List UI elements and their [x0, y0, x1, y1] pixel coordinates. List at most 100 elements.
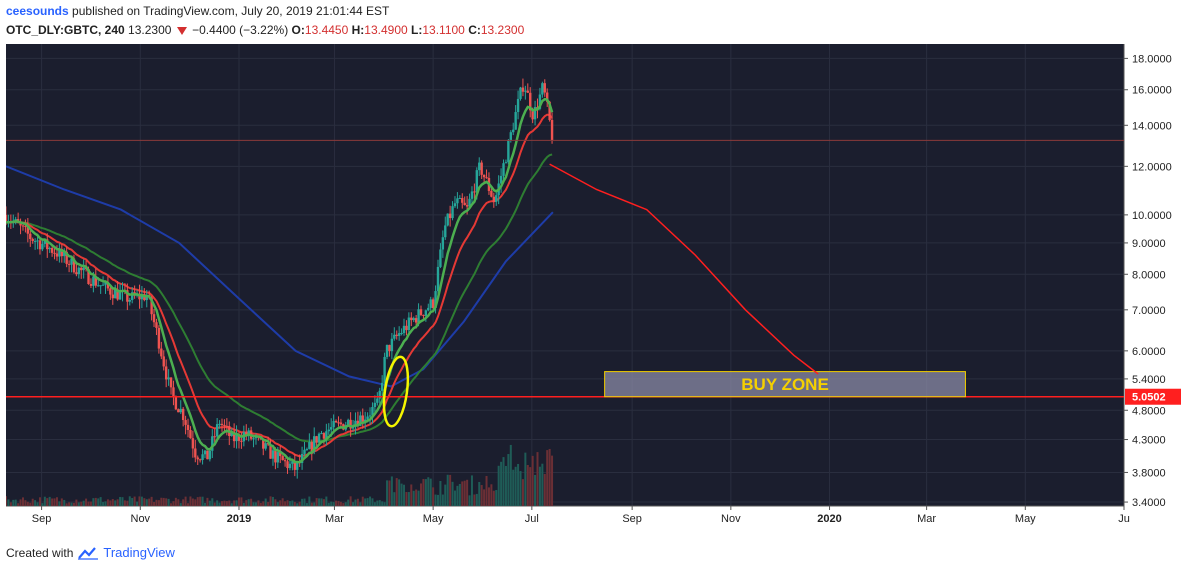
volume-bar	[320, 498, 323, 506]
candle-body	[322, 433, 326, 439]
candle-body	[87, 268, 90, 285]
volume-bar	[376, 500, 379, 506]
candle-body	[67, 263, 71, 265]
y-tick-label: 12.0000	[1132, 161, 1172, 173]
candle-body	[458, 197, 462, 199]
volume-bar	[485, 475, 488, 506]
candle-body	[363, 419, 367, 422]
open-value: 13.4450	[304, 23, 349, 37]
volume-bar	[536, 452, 539, 506]
volume-bar	[519, 471, 522, 506]
candle-body	[383, 356, 386, 383]
volume-bar	[322, 499, 325, 506]
volume-bar	[541, 463, 544, 506]
volume-bar	[153, 501, 156, 506]
volume-bar	[378, 500, 381, 506]
time-axis-background	[6, 506, 1124, 531]
volume-bar	[398, 479, 401, 506]
volume-bar	[490, 484, 493, 506]
candle-body	[184, 420, 187, 425]
candle-body	[198, 459, 202, 461]
candle-body	[126, 290, 129, 302]
candle-body	[349, 419, 352, 429]
candle-body	[543, 83, 546, 93]
volume-bar	[332, 502, 335, 506]
volume-bar	[65, 503, 68, 506]
volume-bar	[441, 494, 444, 506]
tradingview-cloud-icon	[78, 546, 99, 560]
volume-bar	[250, 498, 253, 506]
chart-frame[interactable]: 18.0000 16.0000 14.0000 12.0000 10.0000 9.000…	[4, 44, 1182, 531]
volume-bar	[337, 500, 340, 506]
volume-bar	[240, 497, 243, 506]
tradingview-brand[interactable]: TradingView	[103, 545, 175, 560]
candle-body	[504, 162, 508, 164]
volume-bar	[242, 502, 245, 506]
volume-bar	[335, 500, 338, 506]
volume-bar	[92, 498, 95, 506]
price-chart[interactable]: 18.0000 16.0000 14.0000 12.0000 10.0000 9.000…	[4, 44, 1182, 531]
candle-body	[114, 289, 117, 299]
candle-body	[140, 294, 144, 300]
y-tick-label: 8.0000	[1132, 269, 1166, 281]
volume-bar	[504, 465, 507, 506]
candle-body	[427, 307, 430, 311]
close-value: 13.2300	[480, 23, 525, 37]
candle-body	[60, 249, 64, 257]
candle-body	[232, 431, 236, 442]
candle-body	[308, 442, 311, 449]
candle-body	[266, 443, 270, 445]
volume-bar	[342, 503, 345, 506]
candle-body	[247, 430, 250, 435]
candle-body	[361, 415, 364, 422]
x-tick-label: Sep	[622, 513, 642, 525]
low-value: 13.1100	[422, 23, 465, 37]
candle-body	[325, 431, 328, 439]
volume-bar	[155, 499, 158, 506]
volume-bar	[99, 497, 102, 506]
candle-body	[533, 107, 537, 120]
author-name[interactable]: ceesounds	[6, 4, 69, 18]
close-label: C:	[468, 23, 481, 37]
volume-bar	[14, 499, 17, 506]
volume-bar	[288, 501, 291, 506]
candle-body	[526, 90, 529, 93]
candle-body	[220, 423, 224, 426]
candle-body	[43, 239, 47, 244]
volume-bar	[420, 483, 423, 506]
volume-bar	[160, 497, 163, 506]
symbol-info: OTC_DLY:GBTC, 240 13.2300 −0.4400 (−3.22…	[6, 23, 524, 37]
candle-body	[225, 425, 229, 427]
candle-body	[196, 457, 199, 460]
candle-body	[405, 325, 408, 331]
created-with-text: Created with	[6, 545, 74, 560]
candle-body	[531, 110, 534, 120]
candle-body	[351, 427, 355, 429]
volume-bar	[29, 502, 32, 506]
candle-body	[118, 291, 122, 300]
volume-bar	[230, 503, 233, 506]
candle-body	[145, 295, 148, 301]
volume-bar	[463, 480, 466, 506]
candle-body	[388, 344, 391, 352]
volume-bar	[80, 501, 83, 506]
candle-body	[152, 314, 156, 323]
x-tick-label: Jul	[525, 513, 539, 525]
candle-body	[77, 267, 81, 275]
candle-body	[181, 408, 185, 421]
volume-bar	[157, 500, 160, 506]
candle-body	[419, 309, 423, 315]
candle-body	[53, 252, 56, 254]
volume-bar	[19, 499, 22, 506]
volume-bar	[123, 500, 126, 506]
volume-bar	[310, 502, 313, 506]
volume-bar	[487, 487, 490, 506]
volume-bar	[446, 474, 449, 506]
volume-bar	[422, 478, 425, 506]
volume-bar	[252, 502, 255, 506]
volume-bar	[194, 499, 197, 506]
volume-bar	[102, 502, 105, 506]
x-tick-label: May	[1015, 513, 1036, 525]
volume-bar	[424, 479, 427, 506]
candle-body	[286, 461, 289, 469]
